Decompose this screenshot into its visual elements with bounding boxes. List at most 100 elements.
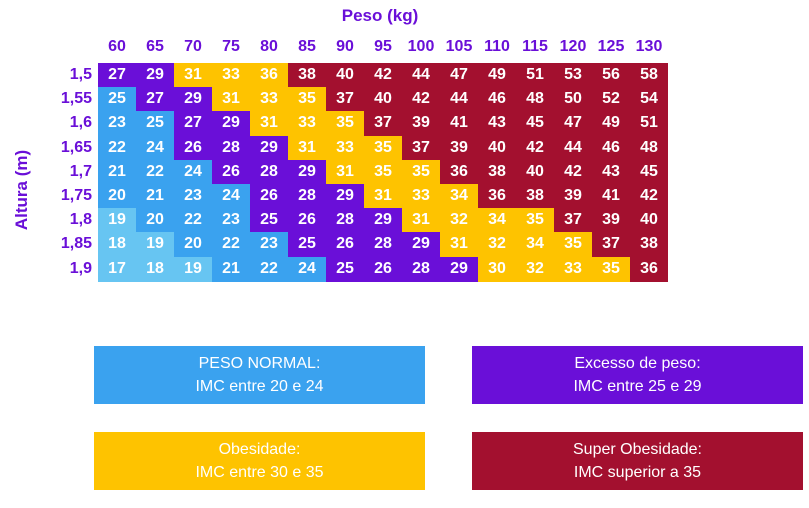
bmi-cell: 56 <box>592 63 630 88</box>
bmi-cell: 33 <box>288 111 326 137</box>
bmi-cell: 48 <box>516 87 554 113</box>
row-header: 1,65 <box>60 138 92 156</box>
bmi-cell: 26 <box>250 184 288 209</box>
bmi-cell: 26 <box>212 159 250 185</box>
bmi-cell: 25 <box>250 208 288 234</box>
bmi-cell: 23 <box>212 208 250 234</box>
bmi-cell: 36 <box>478 184 516 209</box>
bmi-cell: 29 <box>174 87 212 113</box>
row-header: 1,55 <box>60 90 92 108</box>
bmi-cell: 38 <box>516 184 554 209</box>
bmi-cell: 25 <box>288 232 326 258</box>
bmi-cell: 42 <box>516 135 554 161</box>
bmi-cell: 22 <box>250 256 288 282</box>
bmi-cell: 27 <box>174 111 212 137</box>
bmi-cell: 38 <box>288 63 326 88</box>
row-header: 1,7 <box>69 162 92 180</box>
legend-range: IMC superior a 35 <box>573 464 702 481</box>
bmi-cell: 25 <box>136 111 174 137</box>
legend-obesidade: Obesidade: IMC entre 30 e 35 <box>94 432 425 490</box>
bmi-cell: 33 <box>402 184 440 209</box>
bmi-cell: 45 <box>630 159 668 185</box>
bmi-cell: 28 <box>364 232 402 258</box>
bmi-cell: 35 <box>402 159 440 185</box>
column-header: 130 <box>635 38 663 55</box>
bmi-cell: 42 <box>402 87 440 113</box>
bmi-cell: 31 <box>174 63 212 88</box>
bmi-cell: 31 <box>212 87 250 113</box>
bmi-cell: 31 <box>326 159 364 185</box>
bmi-cell: 22 <box>98 135 136 161</box>
bmi-cell: 58 <box>630 63 668 88</box>
bmi-cell: 20 <box>98 184 136 209</box>
row-header: 1,9 <box>69 259 92 277</box>
bmi-cell: 36 <box>630 256 668 282</box>
bmi-cell: 37 <box>402 135 440 161</box>
bmi-cell: 26 <box>326 232 364 258</box>
bmi-cell: 49 <box>592 111 630 137</box>
bmi-cell: 31 <box>364 184 402 209</box>
legend-range: IMC entre 30 e 35 <box>195 464 324 481</box>
column-header: 80 <box>260 38 278 55</box>
bmi-cell: 27 <box>98 63 136 88</box>
column-header: 75 <box>222 38 240 55</box>
bmi-cell: 22 <box>174 208 212 234</box>
bmi-cell: 26 <box>288 208 326 234</box>
bmi-cell: 35 <box>516 208 554 234</box>
bmi-cell: 29 <box>212 111 250 137</box>
bmi-cell: 27 <box>136 87 174 113</box>
column-header: 100 <box>407 38 435 55</box>
row-header: 1,85 <box>60 235 92 253</box>
bmi-cell: 21 <box>98 159 136 185</box>
bmi-cell: 44 <box>440 87 478 113</box>
bmi-cell: 18 <box>136 256 174 282</box>
legend-range: IMC entre 20 e 24 <box>195 378 324 395</box>
bmi-cell: 22 <box>136 159 174 185</box>
bmi-cell: 24 <box>174 159 212 185</box>
bmi-cell: 28 <box>212 135 250 161</box>
bmi-cell: 35 <box>364 159 402 185</box>
bmi-cell: 17 <box>98 256 136 282</box>
bmi-cell: 42 <box>554 159 592 185</box>
legend-label: Super Obesidade: <box>573 441 702 458</box>
bmi-cell: 29 <box>136 63 174 88</box>
bmi-cell: 38 <box>478 159 516 185</box>
bmi-cell: 24 <box>136 135 174 161</box>
bmi-cell: 47 <box>554 111 592 137</box>
bmi-cell: 54 <box>630 87 668 113</box>
legend-super: Super Obesidade: IMC superior a 35 <box>472 432 803 490</box>
row-header: 1,75 <box>60 187 92 204</box>
bmi-cell: 41 <box>592 184 630 209</box>
bmi-cell: 34 <box>516 232 554 258</box>
bmi-cell: 33 <box>326 135 364 161</box>
bmi-cell: 20 <box>174 232 212 258</box>
bmi-cell: 32 <box>440 208 478 234</box>
legend-normal: PESO NORMAL: IMC entre 20 e 24 <box>94 346 425 404</box>
bmi-cell: 50 <box>554 87 592 113</box>
bmi-cell: 35 <box>554 232 592 258</box>
row-header: 1,8 <box>69 211 92 229</box>
bmi-cell: 35 <box>326 111 364 137</box>
column-header: 105 <box>445 38 473 55</box>
bmi-cell: 28 <box>326 208 364 234</box>
row-header: 1,6 <box>69 114 92 132</box>
bmi-cell: 28 <box>250 159 288 185</box>
column-header: 95 <box>374 38 392 55</box>
bmi-cell: 28 <box>402 256 440 282</box>
bmi-cell: 29 <box>250 135 288 161</box>
bmi-cell: 37 <box>326 87 364 113</box>
bmi-cell: 51 <box>516 63 554 88</box>
bmi-cell: 31 <box>402 208 440 234</box>
bmi-cell: 19 <box>98 208 136 234</box>
column-header: 65 <box>146 38 164 55</box>
bmi-cell: 18 <box>98 232 136 258</box>
bmi-cell: 39 <box>440 135 478 161</box>
column-header: 70 <box>184 38 202 55</box>
bmi-cell: 19 <box>136 232 174 258</box>
bmi-cell: 29 <box>402 232 440 258</box>
bmi-cell: 22 <box>212 232 250 258</box>
bmi-cell: 40 <box>630 208 668 234</box>
bmi-cell: 42 <box>630 184 668 209</box>
bmi-cell: 43 <box>478 111 516 137</box>
column-header: 60 <box>108 38 126 55</box>
